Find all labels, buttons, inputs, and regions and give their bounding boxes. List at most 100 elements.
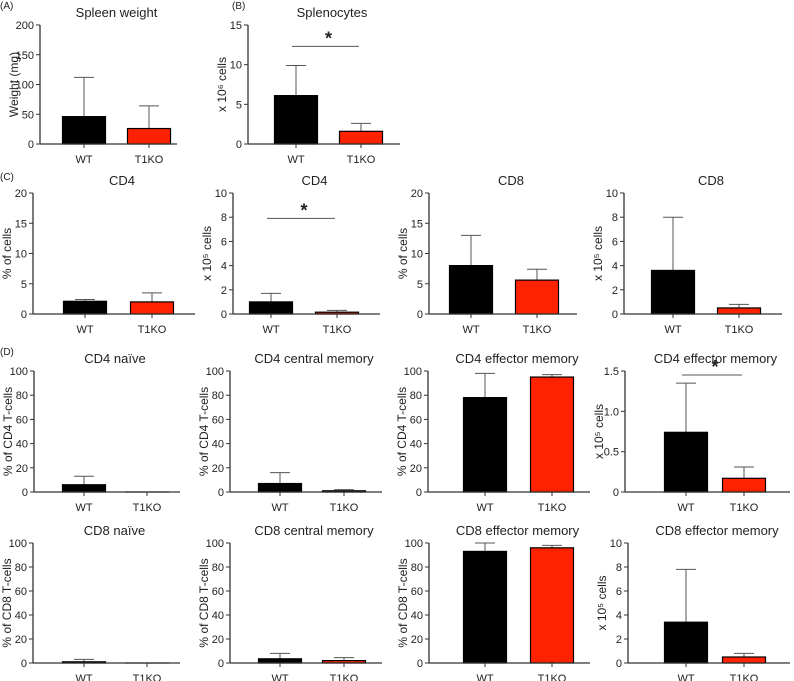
y-tick-label: 10 <box>15 249 27 261</box>
y-tick-label: 10 <box>411 249 423 261</box>
y-tick-label: 0 <box>416 487 422 499</box>
x-tick-label: WT <box>262 324 279 336</box>
y-tick-label: 100 <box>16 80 34 92</box>
x-tick-label: T1KO <box>347 154 376 166</box>
bar-t1ko <box>129 301 175 315</box>
y-tick-label: 6 <box>616 586 622 598</box>
bar-wt <box>663 431 709 493</box>
bar-wt <box>62 300 108 315</box>
x-tick-label: T1KO <box>730 502 759 514</box>
x-tick-label: T1KO <box>523 324 552 336</box>
y-tick-label: 2 <box>612 285 618 297</box>
y-tick-label: 80 <box>212 562 224 574</box>
y-tick-label: 80 <box>15 562 27 574</box>
significance-asterisk: * <box>325 28 332 48</box>
bar-wt <box>248 301 294 315</box>
chart-title: CD8 effector memory <box>655 523 779 538</box>
y-tick-label: 20 <box>212 463 224 475</box>
y-tick-label: 8 <box>616 562 622 574</box>
y-axis-label: x 10⁵ cells <box>591 226 605 281</box>
y-tick-label: 40 <box>212 439 224 451</box>
y-tick-label: 0 <box>616 658 622 670</box>
y-axis-label: x 10⁵ cells <box>592 404 606 459</box>
x-tick-label: WT <box>271 673 288 681</box>
y-tick-label: 100 <box>404 366 422 378</box>
bar-wt <box>61 116 107 145</box>
bar-t1ko <box>721 477 767 493</box>
y-tick-label: 15 <box>411 218 423 230</box>
y-tick-label: 10 <box>215 188 227 200</box>
y-tick-label: 20 <box>212 634 224 646</box>
bar-wt <box>273 95 319 145</box>
chart-title: CD4 effector memory <box>654 351 778 366</box>
y-tick-label: 20 <box>16 463 28 475</box>
y-axis-label: % of CD8 T-cells <box>197 558 211 647</box>
x-tick-label: T1KO <box>330 502 359 514</box>
chart-title: Splenocytes <box>297 5 368 20</box>
x-tick-label: T1KO <box>133 673 162 681</box>
y-tick-label: 0 <box>612 309 618 321</box>
chart-title: CD4 effector memory <box>455 351 579 366</box>
y-tick-label: 0.5 <box>604 447 619 459</box>
x-tick-label: T1KO <box>538 502 567 514</box>
y-tick-label: 5 <box>417 279 423 291</box>
y-tick-label: 0 <box>417 309 423 321</box>
y-tick-label: 100 <box>9 538 27 550</box>
y-tick-label: 2 <box>616 634 622 646</box>
significance-asterisk: * <box>711 357 718 377</box>
panel-label: (B) <box>232 1 245 12</box>
x-tick-label: WT <box>75 154 92 166</box>
y-axis-label: Weight (mg) <box>7 52 21 117</box>
panel-label: (C) <box>0 172 14 183</box>
y-tick-label: 0 <box>21 309 27 321</box>
y-tick-label: 40 <box>411 610 423 622</box>
y-tick-label: 15 <box>15 218 27 230</box>
bar-t1ko <box>716 307 762 315</box>
x-tick-label: WT <box>677 502 694 514</box>
panel-label: (D) <box>0 347 14 358</box>
y-tick-label: 5 <box>21 279 27 291</box>
y-tick-label: 80 <box>411 562 423 574</box>
chart-title: CD4 <box>109 173 135 188</box>
y-tick-label: 200 <box>16 20 34 32</box>
y-tick-label: 80 <box>212 390 224 402</box>
y-tick-label: 0 <box>28 139 34 151</box>
y-tick-label: 60 <box>212 414 224 426</box>
y-tick-label: 0 <box>22 487 28 499</box>
y-tick-label: 8 <box>612 212 618 224</box>
chart-title: CD8 <box>698 173 724 188</box>
y-tick-label: 20 <box>410 463 422 475</box>
y-tick-label: 150 <box>16 50 34 62</box>
bar-t1ko <box>514 279 560 315</box>
y-tick-label: 4 <box>616 610 622 622</box>
bar-wt <box>462 550 508 664</box>
chart-title: CD8 central memory <box>254 523 374 538</box>
y-axis-label: % of CD8 T-cells <box>396 558 410 647</box>
x-tick-label: WT <box>664 324 681 336</box>
x-tick-label: T1KO <box>730 673 759 681</box>
y-tick-label: 60 <box>15 586 27 598</box>
y-tick-label: 100 <box>206 366 224 378</box>
y-tick-label: 0 <box>221 309 227 321</box>
y-tick-label: 40 <box>15 610 27 622</box>
bar-t1ko <box>126 127 172 145</box>
y-axis-label: % of CD8 T-cells <box>0 558 14 647</box>
y-tick-label: 80 <box>16 390 28 402</box>
chart-title: CD8 <box>498 173 524 188</box>
y-tick-label: 60 <box>212 586 224 598</box>
chart-title: Spleen weight <box>76 5 158 20</box>
y-tick-label: 100 <box>405 538 423 550</box>
y-tick-label: 5 <box>236 99 242 111</box>
y-tick-label: 10 <box>606 188 618 200</box>
y-axis-label: % of cells <box>0 228 14 279</box>
y-axis-label: x 10⁶ cells <box>215 57 229 112</box>
bar-t1ko <box>338 130 384 145</box>
y-tick-label: 40 <box>16 439 28 451</box>
y-axis-label: % of CD4 T-cells <box>197 387 211 476</box>
chart-title: CD4 central memory <box>254 351 374 366</box>
y-tick-label: 20 <box>15 634 27 646</box>
chart-title: CD4 naïve <box>84 351 145 366</box>
y-tick-label: 60 <box>16 414 28 426</box>
